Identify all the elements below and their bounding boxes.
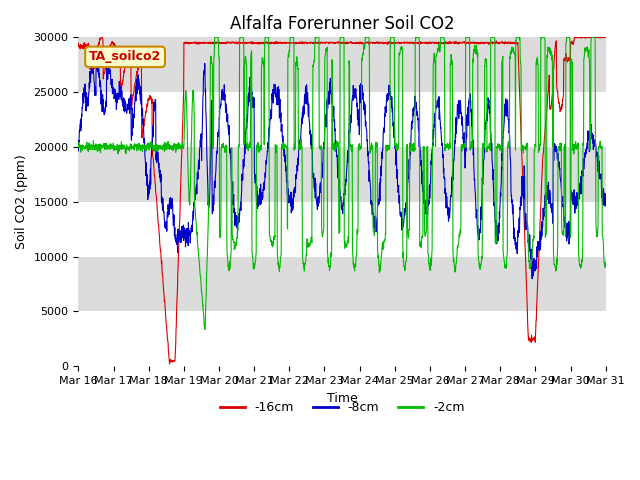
- Bar: [79, 92, 605, 147]
- Text: TA_soilco2: TA_soilco2: [89, 50, 161, 63]
- Bar: [79, 202, 605, 257]
- Legend: -16cm, -8cm, -2cm: -16cm, -8cm, -2cm: [214, 396, 470, 420]
- X-axis label: Time: Time: [326, 392, 357, 405]
- Bar: [79, 312, 605, 366]
- Y-axis label: Soil CO2 (ppm): Soil CO2 (ppm): [15, 155, 28, 249]
- Title: Alfalfa Forerunner Soil CO2: Alfalfa Forerunner Soil CO2: [230, 15, 454, 33]
